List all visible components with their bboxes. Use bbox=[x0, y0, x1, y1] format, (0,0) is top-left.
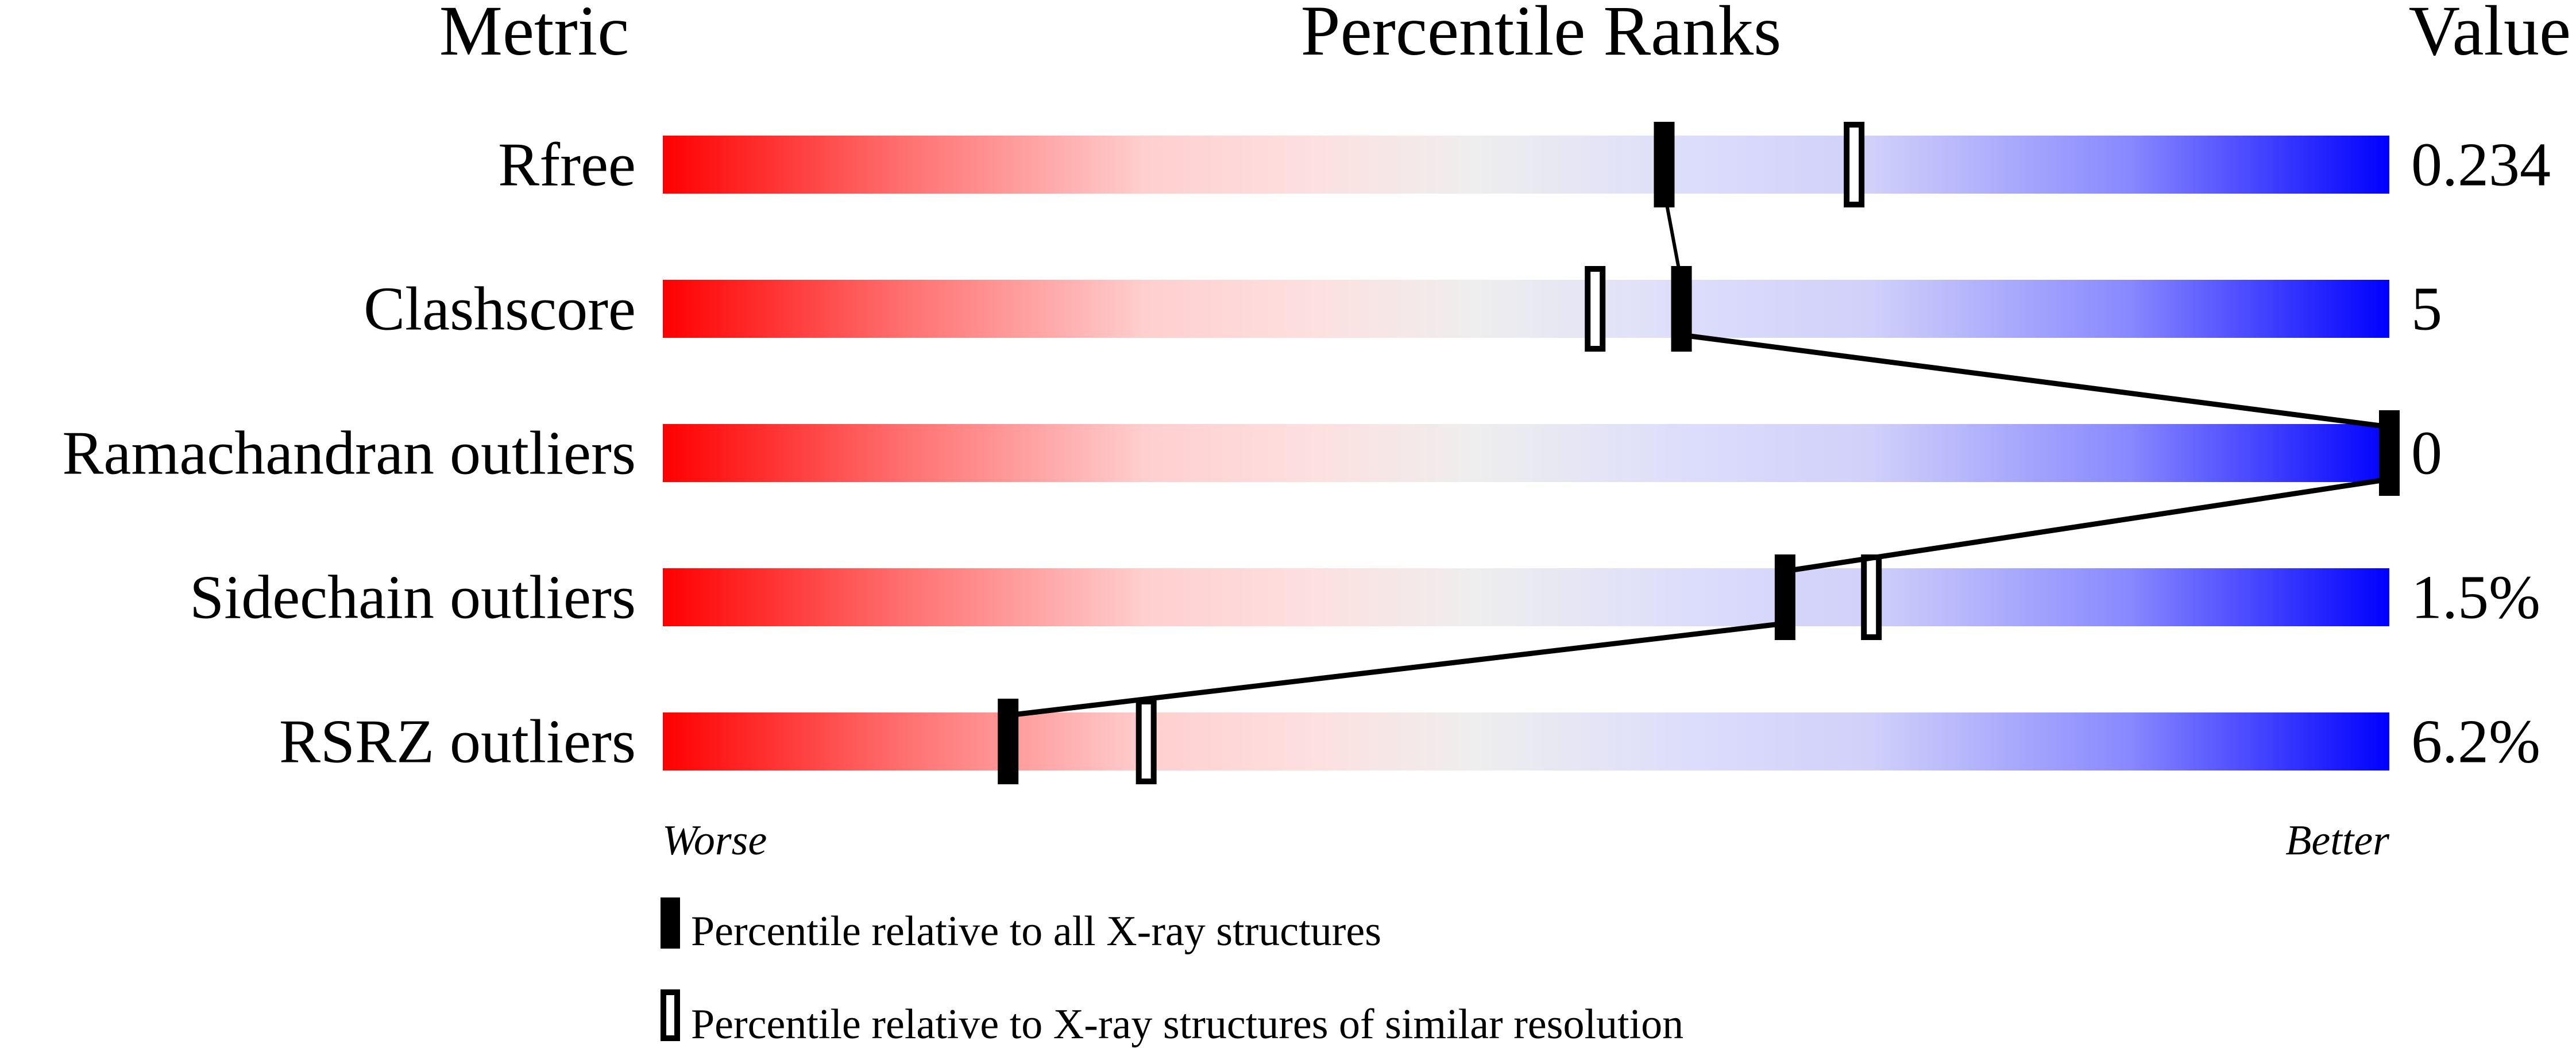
similar-resolution-marker bbox=[1585, 266, 1606, 352]
similar-resolution-marker bbox=[1861, 554, 1882, 640]
header-metric: Metric bbox=[439, 0, 629, 70]
metric-row: Clashscore 5 bbox=[364, 266, 2442, 352]
better-label: Better bbox=[2285, 817, 2390, 864]
metric-label: RSRZ outliers bbox=[279, 708, 636, 776]
similar-resolution-marker bbox=[1844, 122, 1865, 207]
legend-open-marker bbox=[661, 989, 680, 1041]
percentile-bar bbox=[663, 136, 2389, 194]
similar-resolution-marker bbox=[1136, 699, 1157, 784]
metric-row: Ramachandran outliers 0 bbox=[62, 410, 2442, 496]
percentile-bar bbox=[663, 424, 2389, 482]
metric-row: RSRZ outliers 6.2% bbox=[279, 699, 2540, 784]
all-structures-marker bbox=[2379, 410, 2400, 496]
percentile-bar bbox=[663, 712, 2389, 770]
metric-label: Ramachandran outliers bbox=[62, 419, 636, 488]
legend-filled-marker bbox=[661, 897, 680, 949]
metric-value: 0.234 bbox=[2411, 131, 2551, 199]
header-percentile-ranks: Percentile Ranks bbox=[1301, 0, 1782, 70]
metric-label: Rfree bbox=[498, 131, 636, 199]
metric-value: 6.2% bbox=[2411, 708, 2540, 776]
metric-label: Clashscore bbox=[364, 275, 636, 344]
percentile-bar bbox=[663, 280, 2389, 338]
metric-row: Rfree 0.234 bbox=[498, 122, 2551, 207]
all-structures-marker bbox=[998, 699, 1019, 784]
metric-value: 1.5% bbox=[2411, 564, 2540, 632]
header-value: Value bbox=[2409, 0, 2571, 70]
legend-all-label: Percentile relative to all X-ray structu… bbox=[691, 908, 1381, 955]
legend-similar-label: Percentile relative to X-ray structures … bbox=[691, 1001, 1683, 1048]
metric-row: Sidechain outliers 1.5% bbox=[190, 554, 2540, 640]
percentile-connector-line bbox=[1785, 476, 2390, 574]
metric-label: Sidechain outliers bbox=[190, 564, 636, 632]
all-structures-marker bbox=[1774, 554, 1795, 640]
percentile-connector-line bbox=[1662, 190, 1683, 283]
metric-value: 0 bbox=[2411, 419, 2442, 488]
worse-label: Worse bbox=[662, 817, 767, 864]
metric-value: 5 bbox=[2411, 275, 2442, 344]
percentile-connector-line bbox=[1007, 621, 1786, 718]
percentile-bar bbox=[663, 568, 2389, 626]
percentile-connector-line bbox=[1681, 332, 2390, 430]
